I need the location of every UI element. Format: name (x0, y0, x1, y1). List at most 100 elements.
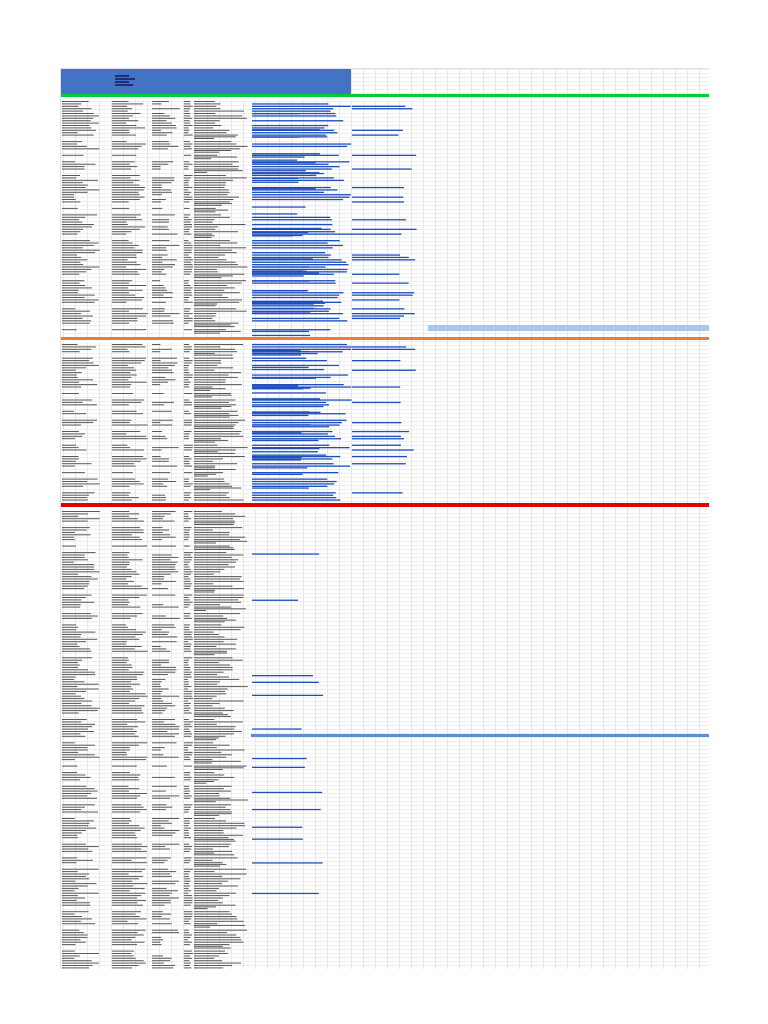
cell-text (112, 348, 128, 350)
cell-text (194, 125, 222, 126)
cell-link (252, 675, 313, 677)
column-header[interactable] (193, 507, 251, 510)
cell-text (152, 913, 172, 915)
cell-text (62, 885, 88, 887)
column-header[interactable] (151, 97, 183, 100)
cell-text (184, 127, 189, 129)
cell-link (252, 231, 309, 234)
cell-text (194, 322, 239, 324)
column-header[interactable] (61, 340, 111, 343)
cell-text (194, 547, 234, 549)
spreadsheet-grid[interactable] (60, 68, 709, 969)
column-header[interactable] (183, 507, 193, 510)
cell-text (152, 707, 168, 709)
cell-text (112, 494, 129, 496)
column-header[interactable] (111, 507, 151, 510)
cell-text (194, 646, 217, 647)
cell-text (112, 483, 144, 485)
cell-link (252, 313, 343, 315)
selected-cell-range[interactable] (251, 734, 709, 737)
cell-text (184, 449, 192, 451)
cell-text (62, 698, 85, 700)
cell-text (194, 317, 213, 319)
cell-text (194, 830, 224, 831)
cell-text (194, 674, 218, 676)
cell-text (194, 693, 227, 695)
cell-text (184, 113, 191, 114)
cell-text (184, 669, 190, 671)
cell-link (352, 233, 402, 235)
cell-text (112, 301, 127, 303)
cell-text (152, 233, 178, 235)
cell-text (152, 843, 180, 845)
cell-text (112, 376, 132, 378)
cell-text (184, 117, 193, 119)
column-header[interactable] (61, 507, 111, 510)
cell-text (62, 850, 93, 852)
selected-cell-range[interactable] (428, 325, 709, 331)
column-header[interactable] (193, 97, 251, 100)
column-header[interactable] (151, 340, 183, 343)
cell-text (112, 895, 142, 897)
cell-text (62, 201, 81, 203)
cell-text (112, 221, 127, 223)
cell-link (252, 892, 319, 895)
column-header[interactable] (183, 340, 193, 343)
cell-text (184, 431, 192, 432)
cell-text (152, 360, 161, 362)
cell-text (194, 384, 242, 386)
cell-text (184, 902, 193, 904)
cell-text (112, 719, 138, 720)
cell-text (194, 571, 221, 573)
cell-text (194, 733, 234, 735)
cell-text (152, 795, 180, 797)
cell-text (152, 348, 172, 350)
column-header[interactable] (151, 507, 183, 510)
cell-text (194, 629, 241, 631)
cell-text (112, 657, 129, 659)
cell-text (112, 196, 145, 198)
cell-text (62, 566, 95, 568)
cell-text (152, 875, 172, 877)
cell-text (194, 221, 213, 223)
cell-text (194, 707, 225, 709)
column-header[interactable] (193, 340, 251, 343)
cell-text (194, 702, 220, 704)
column-header[interactable] (251, 97, 351, 100)
cell-text (194, 852, 215, 854)
cell-text (62, 177, 77, 179)
cell-text (184, 401, 192, 403)
cell-text (194, 613, 241, 615)
cell-text (184, 189, 189, 191)
cell-text (184, 939, 189, 941)
cell-text (112, 226, 146, 228)
cell-link (252, 305, 324, 307)
cell-text (184, 492, 192, 494)
column-header[interactable] (61, 97, 111, 100)
cell-text (184, 199, 193, 200)
cell-text (194, 515, 246, 517)
column-header[interactable] (251, 507, 351, 510)
column-header[interactable] (111, 340, 151, 343)
cell-text (62, 419, 98, 421)
cell-text (184, 779, 191, 781)
section-b-header-bar (61, 337, 709, 340)
column-header[interactable] (183, 97, 193, 100)
cell-text (112, 372, 131, 374)
cell-text (112, 362, 142, 364)
cell-text (194, 838, 234, 840)
cell-text (184, 268, 192, 270)
cell-text (62, 601, 95, 603)
column-header[interactable] (111, 97, 151, 100)
cell-text (152, 362, 178, 364)
cell-text (62, 320, 92, 322)
cell-text (62, 103, 82, 105)
column-header[interactable] (351, 97, 421, 100)
cell-text (152, 873, 171, 875)
cell-text (112, 216, 137, 218)
cell-text (194, 154, 218, 156)
column-header[interactable] (251, 340, 351, 343)
cell-text (62, 280, 85, 282)
cell-text (184, 967, 192, 969)
cell-text (184, 221, 191, 223)
